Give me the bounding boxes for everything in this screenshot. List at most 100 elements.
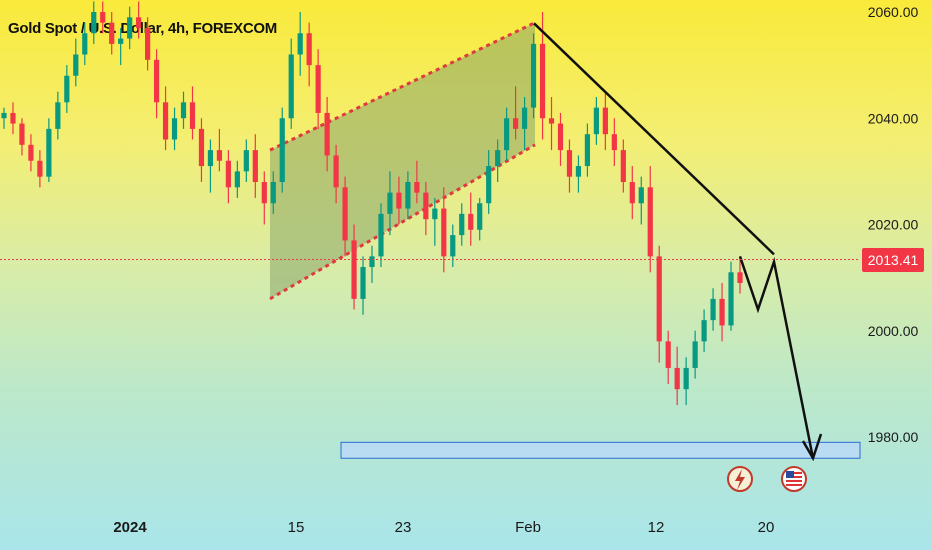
target-zone[interactable] xyxy=(340,441,861,459)
candle-body xyxy=(450,235,456,257)
candle-body xyxy=(459,213,465,236)
candle-body xyxy=(548,118,555,124)
candle-body xyxy=(342,187,348,241)
candle-body xyxy=(423,192,429,220)
candle-body xyxy=(719,298,725,326)
projection-path xyxy=(738,255,815,459)
candle-body xyxy=(73,54,79,76)
y-tick-label: 2000.00 xyxy=(868,323,919,339)
channel-lower-line xyxy=(269,143,536,301)
candle-body xyxy=(611,134,617,151)
y-tick-label: 2020.00 xyxy=(868,217,919,233)
ascending-channel[interactable] xyxy=(269,21,536,301)
candle-body xyxy=(530,43,537,108)
y-tick-label: 2060.00 xyxy=(868,4,919,20)
candle-body xyxy=(10,112,16,124)
candle-body xyxy=(82,33,88,55)
y-tick-label: 2040.00 xyxy=(868,110,919,126)
candle-body xyxy=(216,150,223,161)
candle-body xyxy=(243,150,249,172)
price-tag-box xyxy=(862,248,924,272)
candle-body xyxy=(171,118,178,140)
candle-body xyxy=(234,171,240,188)
candle-body xyxy=(737,272,743,283)
candle-body xyxy=(495,150,501,167)
candle-body xyxy=(297,33,303,55)
channel-fill xyxy=(270,22,535,299)
candle-body xyxy=(180,102,187,119)
arrow-head xyxy=(801,433,823,462)
candle-body xyxy=(468,213,474,230)
candle-body xyxy=(306,33,312,66)
candle-body xyxy=(486,166,492,204)
candle-body xyxy=(575,166,582,177)
candle-body xyxy=(593,107,599,135)
x-tick-label: 23 xyxy=(395,519,412,536)
candle-body xyxy=(629,182,635,204)
x-tick-label: 20 xyxy=(758,519,775,536)
us-flag-icon[interactable] xyxy=(781,466,807,492)
candle-body xyxy=(153,59,160,103)
candle-body xyxy=(270,182,276,204)
projection-drawing[interactable] xyxy=(533,22,823,462)
candle-body xyxy=(674,367,680,390)
candle-body xyxy=(513,118,519,129)
candle-body xyxy=(728,272,734,326)
trend-line xyxy=(533,22,775,256)
x-axis: 2024 15 23 Feb 12 20 xyxy=(113,519,774,536)
candle-body xyxy=(360,267,366,299)
candle-body xyxy=(369,256,375,267)
target-zone-box xyxy=(340,441,861,459)
candle-body xyxy=(584,134,591,167)
candle-body xyxy=(207,150,214,167)
candle-body xyxy=(620,150,626,182)
current-price-label: 2013.41 xyxy=(862,248,924,272)
x-tick-label: 15 xyxy=(288,519,305,536)
event-markers[interactable] xyxy=(727,466,807,492)
candle-body xyxy=(261,182,267,204)
candle-body xyxy=(198,128,205,167)
x-tick-label: 12 xyxy=(648,519,665,536)
candle-body xyxy=(1,112,7,119)
candle-body xyxy=(136,17,142,28)
channel-upper-line xyxy=(269,21,536,152)
candle-body xyxy=(145,27,151,60)
candle-body xyxy=(91,12,97,34)
candle-body xyxy=(118,38,124,44)
candle-body xyxy=(521,107,528,129)
candle-body xyxy=(19,123,25,145)
candle-body xyxy=(162,102,169,140)
x-tick-label: Feb xyxy=(515,519,541,536)
y-axis: 2060.00 2040.00 2020.00 2000.00 1980.00 xyxy=(868,4,919,445)
candle-body xyxy=(656,256,662,342)
candle-body xyxy=(477,203,483,230)
candle-body xyxy=(414,182,420,193)
candle-body xyxy=(351,240,357,299)
candle-body xyxy=(64,75,70,103)
candle-body xyxy=(683,367,689,390)
candle-body xyxy=(396,192,402,209)
x-tick-label: 2024 xyxy=(113,519,147,536)
candle-body xyxy=(252,150,258,182)
candle-body xyxy=(279,118,285,182)
candle-body xyxy=(557,123,564,151)
lightning-icon[interactable] xyxy=(727,466,753,492)
candle-body xyxy=(710,298,716,321)
candle-body xyxy=(378,213,384,257)
candle-body xyxy=(127,17,133,39)
candle-body xyxy=(665,341,671,368)
price-tag-text: 2013.41 xyxy=(868,252,919,268)
candle-body xyxy=(324,112,330,156)
candle-body xyxy=(602,107,608,135)
candle-body xyxy=(432,208,438,220)
candle-body xyxy=(692,341,698,368)
candle-body xyxy=(315,65,321,113)
candle-body xyxy=(46,128,52,177)
candle-body xyxy=(37,160,43,177)
candle-body xyxy=(638,187,644,204)
candle-body xyxy=(539,43,546,119)
candle-body xyxy=(225,160,231,188)
candles xyxy=(1,1,743,406)
candle-body xyxy=(647,187,653,257)
